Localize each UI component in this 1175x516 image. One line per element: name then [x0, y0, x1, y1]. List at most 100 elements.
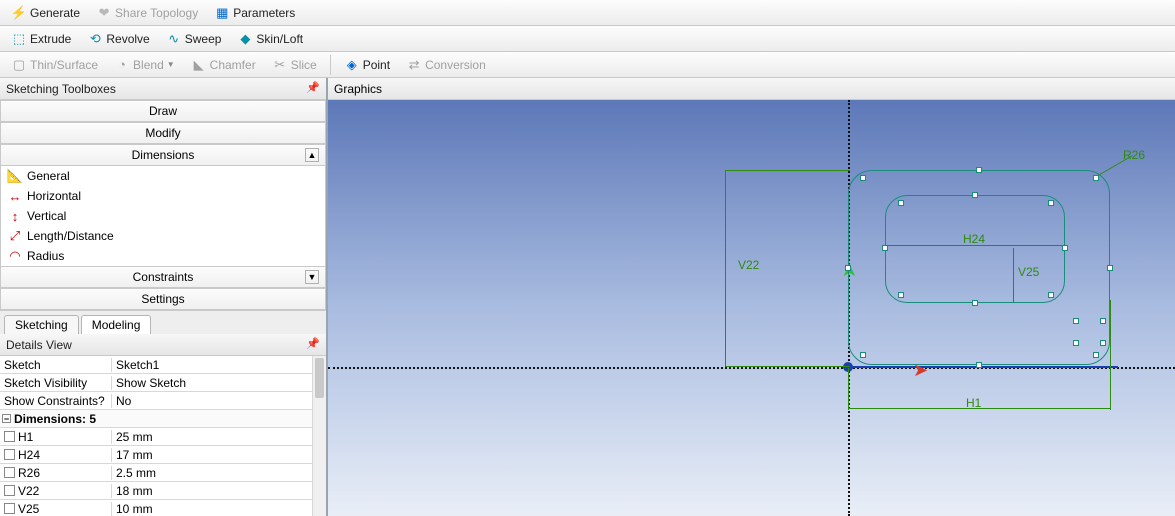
chamfer-button[interactable]: ◣ Chamfer — [184, 54, 263, 76]
length-dimension-tool[interactable]: ⤢ Length/Distance — [1, 226, 325, 246]
details-row-dim[interactable]: H125 mm — [0, 428, 312, 446]
thin-surface-button[interactable]: ▢ Thin/Surface — [4, 54, 105, 76]
details-view-title: Details View — [6, 338, 72, 352]
handle[interactable] — [976, 362, 982, 368]
scroll-up-icon[interactable]: ▲ — [305, 148, 319, 162]
visibility-key: Sketch Visibility — [4, 376, 87, 390]
parameters-icon: ▦ — [214, 5, 230, 21]
details-scrollbar[interactable] — [312, 356, 326, 516]
handle[interactable] — [845, 265, 851, 271]
details-row-dim[interactable]: V2510 mm — [0, 500, 312, 516]
length-label: Length/Distance — [27, 229, 114, 243]
x-axis-blue — [848, 366, 1118, 368]
tab-modeling[interactable]: Modeling — [81, 315, 152, 334]
dim-key: H1 — [18, 430, 33, 444]
toolbar-row-2: ⬚ Extrude ⟲ Revolve ∿ Sweep ◆ Skin/Loft — [0, 26, 1175, 52]
scroll-down-icon[interactable]: ▼ — [305, 270, 319, 284]
slice-icon: ✂ — [272, 57, 288, 73]
checkbox[interactable] — [4, 503, 15, 514]
skinloft-button[interactable]: ◆ Skin/Loft — [230, 28, 310, 50]
vertical-dimension-tool[interactable]: ↕ Vertical — [1, 206, 325, 226]
details-row-visibility[interactable]: Sketch Visibility Show Sketch — [0, 374, 312, 392]
parameters-button[interactable]: ▦ Parameters — [207, 2, 302, 24]
graphics-title: Graphics — [334, 82, 382, 96]
toolbar-separator — [330, 55, 331, 75]
handle[interactable] — [1048, 292, 1054, 298]
dim-h1-label[interactable]: H1 — [966, 396, 981, 410]
handle[interactable] — [1073, 340, 1079, 346]
checkbox[interactable] — [4, 467, 15, 478]
chamfer-label: Chamfer — [210, 58, 256, 72]
slice-label: Slice — [291, 58, 317, 72]
blend-label: Blend — [133, 58, 164, 72]
sketching-toolbox: Draw Modify Dimensions ▲ 📐 General ↔ Hor… — [0, 100, 326, 310]
scrollbar-thumb[interactable] — [315, 358, 324, 398]
handle[interactable] — [1100, 318, 1106, 324]
checkbox[interactable] — [4, 431, 15, 442]
handle[interactable] — [898, 292, 904, 298]
checkbox[interactable] — [4, 485, 15, 496]
details-row-dim[interactable]: H2417 mm — [0, 446, 312, 464]
conversion-icon: ⇄ — [406, 57, 422, 73]
radius-dimension-tool[interactable]: ◠ Radius — [1, 246, 325, 266]
handle[interactable] — [898, 200, 904, 206]
visibility-value: Show Sketch — [116, 376, 186, 390]
modify-section[interactable]: Modify — [0, 122, 326, 144]
dim-value: 18 mm — [116, 484, 153, 498]
handle[interactable] — [972, 192, 978, 198]
revolve-button[interactable]: ⟲ Revolve — [80, 28, 156, 50]
pin-icon[interactable]: 📌 — [306, 81, 320, 94]
draw-section[interactable]: Draw — [0, 100, 326, 122]
chamfer-icon: ◣ — [191, 57, 207, 73]
details-row-dim[interactable]: R262.5 mm — [0, 464, 312, 482]
handle[interactable] — [1093, 352, 1099, 358]
dim-r26-label[interactable]: R26 — [1123, 148, 1145, 162]
constraints-section[interactable]: Constraints ▼ — [0, 266, 326, 288]
extrude-label: Extrude — [30, 32, 71, 46]
share-topology-label: Share Topology — [115, 6, 198, 20]
details-group-dimensions[interactable]: − Dimensions: 5 — [0, 410, 312, 428]
sweep-icon: ∿ — [166, 31, 182, 47]
dim-h24-label[interactable]: H24 — [963, 232, 985, 246]
point-button[interactable]: ◈ Point — [337, 54, 397, 76]
general-label: General — [27, 169, 70, 183]
inner-sketch-rect[interactable] — [885, 195, 1065, 303]
details-row-dim[interactable]: V2218 mm — [0, 482, 312, 500]
blend-button[interactable]: ◔ Blend ▼ — [107, 54, 182, 76]
slice-button[interactable]: ✂ Slice — [265, 54, 324, 76]
dimensions-section[interactable]: Dimensions ▲ — [0, 144, 326, 166]
general-dimension-tool[interactable]: 📐 General — [1, 166, 325, 186]
thin-label: Thin/Surface — [30, 58, 98, 72]
details-row-constraints[interactable]: Show Constraints? No — [0, 392, 312, 410]
dim-v22-label[interactable]: V22 — [738, 258, 759, 272]
handle[interactable] — [976, 167, 982, 173]
collapse-icon[interactable]: − — [2, 414, 11, 423]
pin-icon-2[interactable]: 📌 — [306, 337, 320, 350]
handle[interactable] — [1107, 265, 1113, 271]
checkbox[interactable] — [4, 449, 15, 460]
show-constraints-key: Show Constraints? — [4, 394, 105, 408]
dim-v25-label[interactable]: V25 — [1018, 265, 1039, 279]
generate-button[interactable]: ⚡ Generate — [4, 2, 87, 24]
handle[interactable] — [1048, 200, 1054, 206]
dim-value: 2.5 mm — [116, 466, 156, 480]
conversion-button[interactable]: ⇄ Conversion — [399, 54, 493, 76]
settings-section[interactable]: Settings — [0, 288, 326, 310]
handle[interactable] — [860, 352, 866, 358]
handle[interactable] — [972, 300, 978, 306]
share-topology-button[interactable]: ❤ Share Topology — [89, 2, 205, 24]
generate-label: Generate — [30, 6, 80, 20]
dim-value: 10 mm — [116, 502, 153, 516]
handle[interactable] — [1073, 318, 1079, 324]
extrude-button[interactable]: ⬚ Extrude — [4, 28, 78, 50]
horizontal-dimension-tool[interactable]: ↔ Horizontal — [1, 186, 325, 206]
point-label: Point — [363, 58, 390, 72]
handle[interactable] — [860, 175, 866, 181]
radius-icon: ◠ — [7, 248, 23, 264]
handle[interactable] — [1100, 340, 1106, 346]
toolbar-row-3: ▢ Thin/Surface ◔ Blend ▼ ◣ Chamfer ✂ Sli… — [0, 52, 1175, 78]
graphics-canvas[interactable]: ➤ ➤ — [328, 100, 1175, 516]
tab-sketching[interactable]: Sketching — [4, 315, 79, 334]
sweep-button[interactable]: ∿ Sweep — [159, 28, 229, 50]
details-row-sketch[interactable]: Sketch Sketch1 — [0, 356, 312, 374]
